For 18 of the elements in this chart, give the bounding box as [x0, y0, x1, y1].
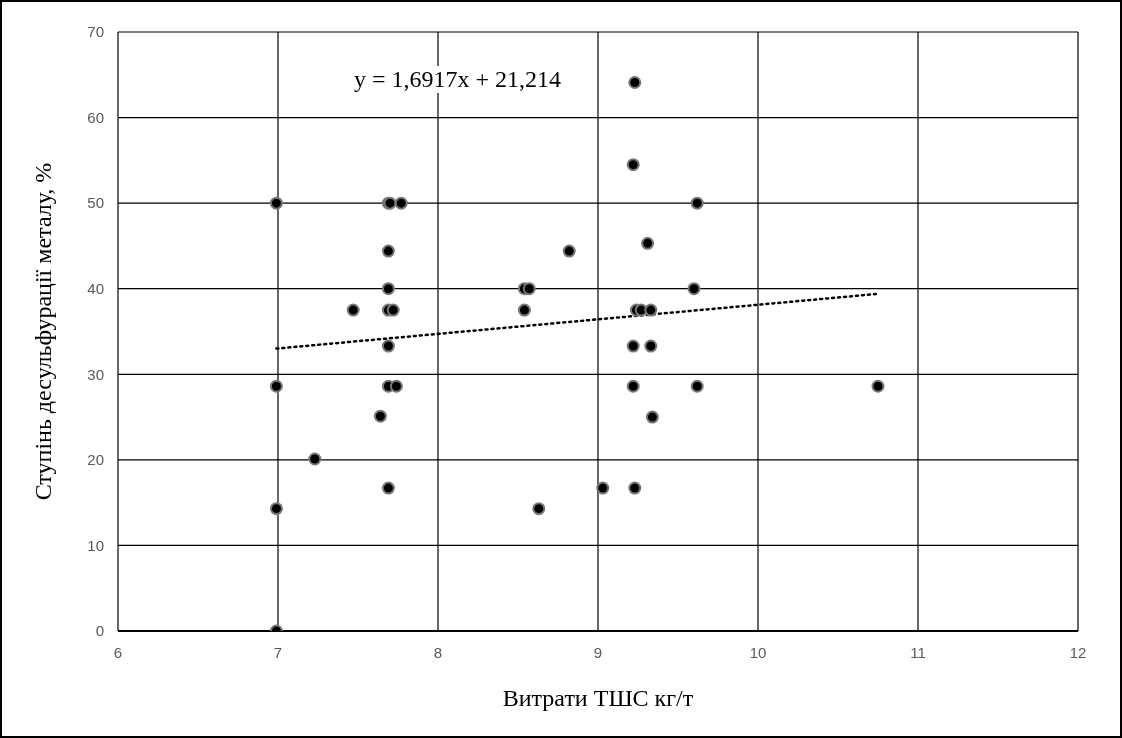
y-tick-label: 40 — [87, 280, 104, 298]
x-tick-label: 6 — [113, 643, 123, 661]
x-axis-title: Витрати ТШС кг/т — [502, 685, 694, 711]
y-tick-label: 70 — [87, 23, 104, 41]
x-tick-label: 11 — [910, 643, 926, 661]
y-tick-label: 20 — [87, 451, 104, 469]
x-tick-label: 10 — [749, 643, 767, 661]
y-tick-label: 0 — [95, 622, 104, 640]
x-tick-label: 7 — [273, 643, 283, 661]
y-tick-label: 60 — [87, 108, 104, 126]
x-tick-label: 12 — [1069, 643, 1087, 661]
y-tick-label: 30 — [87, 365, 104, 383]
annotation: y = 1,6917x + 21,214 — [350, 66, 566, 93]
y-tick-label: 50 — [87, 194, 104, 212]
x-tick-label: 9 — [593, 643, 603, 661]
x-tick-label: 8 — [433, 643, 443, 661]
y-tick-label: 10 — [87, 536, 104, 554]
y-axis-title: Ступінь десульфурації металу, % — [29, 162, 56, 501]
